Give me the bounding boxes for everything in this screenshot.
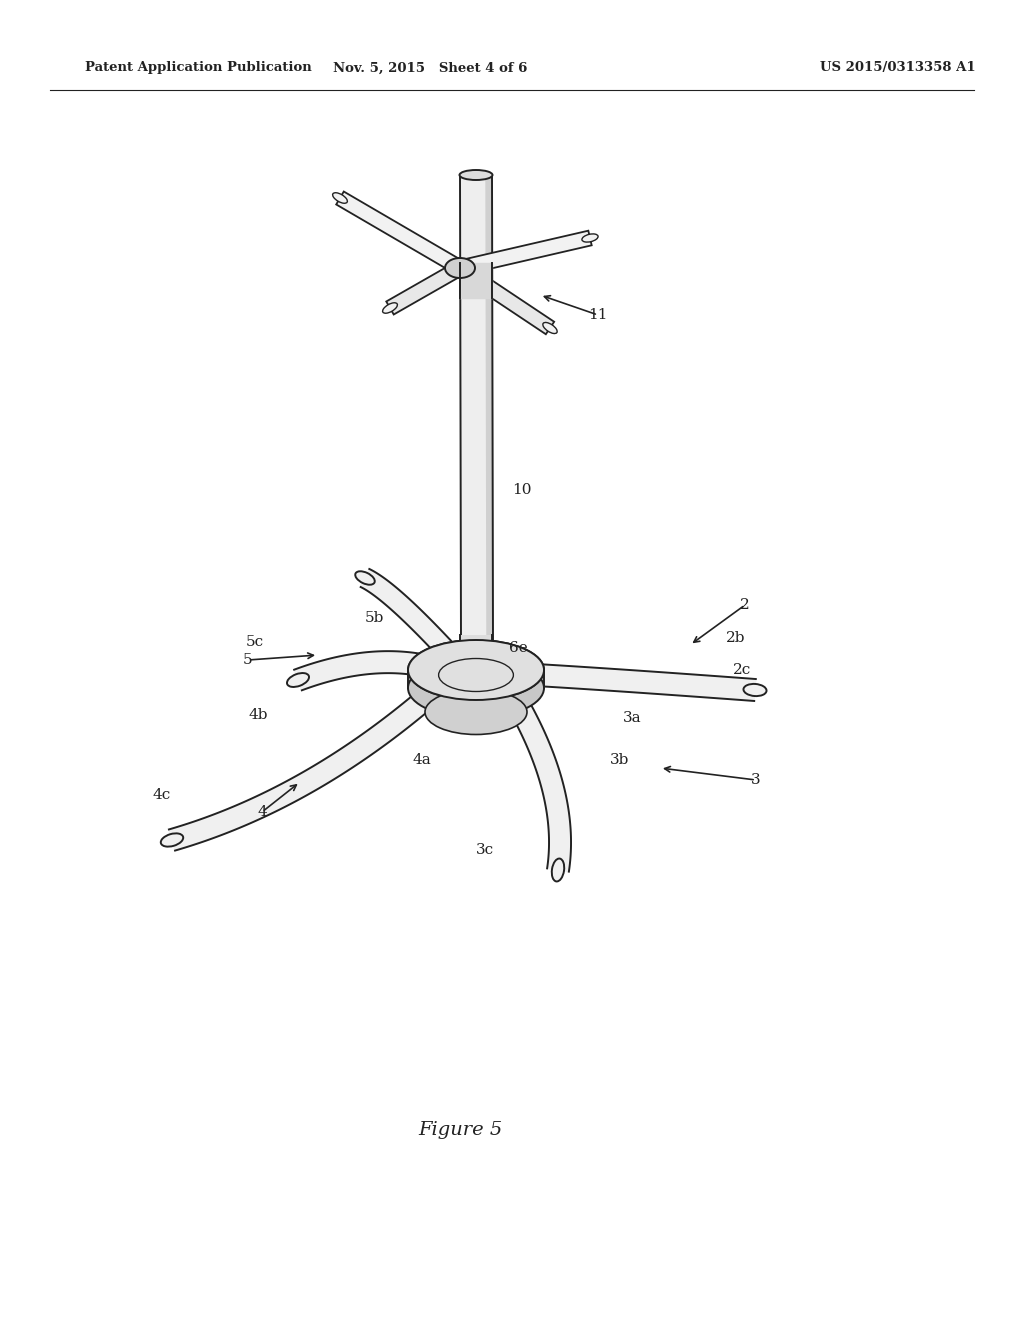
Ellipse shape <box>460 170 493 180</box>
Text: 3b: 3b <box>610 752 630 767</box>
Polygon shape <box>460 635 492 671</box>
Text: 4a: 4a <box>413 752 431 767</box>
Ellipse shape <box>505 684 517 700</box>
Ellipse shape <box>543 322 557 334</box>
Polygon shape <box>386 261 464 314</box>
Text: 3: 3 <box>752 774 761 787</box>
Text: Nov. 5, 2015   Sheet 4 of 6: Nov. 5, 2015 Sheet 4 of 6 <box>333 62 527 74</box>
Polygon shape <box>459 231 592 276</box>
Ellipse shape <box>383 302 397 313</box>
Text: 10: 10 <box>512 483 531 498</box>
Text: 11: 11 <box>588 308 608 322</box>
Text: 5: 5 <box>243 653 253 667</box>
Polygon shape <box>502 686 571 871</box>
Text: 2c: 2c <box>733 663 752 677</box>
Polygon shape <box>169 681 443 850</box>
Text: 5b: 5b <box>365 611 384 624</box>
Text: 4b: 4b <box>248 708 267 722</box>
Ellipse shape <box>413 660 430 669</box>
Ellipse shape <box>287 673 309 686</box>
Text: US 2015/0313358 A1: US 2015/0313358 A1 <box>820 62 976 74</box>
Ellipse shape <box>552 858 564 882</box>
Text: 3c: 3c <box>476 843 494 857</box>
Ellipse shape <box>161 833 183 846</box>
Polygon shape <box>460 176 493 645</box>
Ellipse shape <box>445 257 475 279</box>
Text: 4c: 4c <box>153 788 171 803</box>
Ellipse shape <box>408 640 544 700</box>
Text: 6e: 6e <box>509 642 527 655</box>
Polygon shape <box>486 176 493 645</box>
Text: 2b: 2b <box>726 631 745 645</box>
Ellipse shape <box>429 684 443 697</box>
Ellipse shape <box>333 193 347 203</box>
Ellipse shape <box>582 234 598 242</box>
Polygon shape <box>336 191 464 275</box>
Ellipse shape <box>425 689 527 734</box>
Text: Patent Application Publication: Patent Application Publication <box>85 62 311 74</box>
Polygon shape <box>360 569 454 657</box>
Ellipse shape <box>408 657 544 718</box>
Ellipse shape <box>439 644 453 656</box>
Text: 3a: 3a <box>623 711 641 725</box>
Ellipse shape <box>408 640 544 700</box>
Polygon shape <box>456 261 554 334</box>
Ellipse shape <box>743 684 767 696</box>
Polygon shape <box>460 263 492 298</box>
Polygon shape <box>294 651 423 690</box>
Text: 5c: 5c <box>246 635 264 649</box>
Polygon shape <box>536 664 756 701</box>
Text: 2: 2 <box>740 598 750 612</box>
Polygon shape <box>408 671 544 688</box>
Ellipse shape <box>527 671 545 680</box>
Ellipse shape <box>355 572 375 585</box>
Text: Figure 5: Figure 5 <box>418 1121 502 1139</box>
Text: 4: 4 <box>257 805 267 818</box>
